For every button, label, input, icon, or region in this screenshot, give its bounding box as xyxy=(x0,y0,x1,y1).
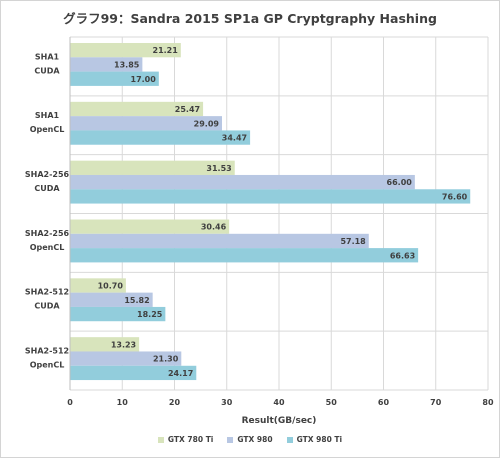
legend-item: GTX 980 Ti xyxy=(286,435,343,444)
data-label: 17.00 xyxy=(131,75,157,84)
bar xyxy=(70,292,153,307)
legend-item: GTX 980 xyxy=(227,435,273,444)
data-label: 66.00 xyxy=(387,178,413,187)
category-label: SHA2-256 xyxy=(25,170,70,179)
legend-label: GTX 980 Ti xyxy=(296,435,343,444)
data-label: 10.70 xyxy=(98,281,124,290)
x-tick-label: 80 xyxy=(482,398,494,407)
legend-swatch xyxy=(286,436,293,443)
data-label: 21.21 xyxy=(153,46,179,55)
bar xyxy=(70,189,471,204)
data-label: 76.60 xyxy=(442,192,468,201)
data-label: 29.09 xyxy=(194,119,220,128)
x-tick-label: 20 xyxy=(169,398,181,407)
category-label: OpenCL xyxy=(30,361,65,370)
category-label: OpenCL xyxy=(30,243,65,252)
data-label: 13.23 xyxy=(111,340,136,349)
chart-legend: GTX 780 Ti GTX 980 GTX 980 Ti xyxy=(0,435,500,444)
data-label: 34.47 xyxy=(222,134,247,143)
bar xyxy=(70,365,197,381)
legend-label: GTX 780 Ti xyxy=(167,435,214,444)
bar xyxy=(70,351,182,366)
category-label: SHA1 xyxy=(35,52,60,61)
x-tick-label: 0 xyxy=(67,398,73,407)
bar xyxy=(70,130,251,145)
category-label: OpenCL xyxy=(30,125,65,134)
category-label: SHA2-512 xyxy=(25,347,69,356)
data-label: 66.63 xyxy=(390,251,415,260)
x-tick-label: 50 xyxy=(326,398,338,407)
bar xyxy=(70,174,415,190)
data-label: 24.17 xyxy=(168,369,193,378)
x-tick-label: 70 xyxy=(430,398,442,407)
data-label: 15.82 xyxy=(124,296,149,305)
bar xyxy=(70,101,204,117)
data-label: 21.30 xyxy=(153,355,179,364)
legend-swatch xyxy=(157,436,164,443)
x-tick-label: 60 xyxy=(378,398,390,407)
bar xyxy=(70,337,140,352)
category-label: CUDA xyxy=(34,66,60,75)
category-label: CUDA xyxy=(34,302,60,311)
x-axis-title: Result(GB/sec) xyxy=(242,416,317,426)
category-label: SHA2-256 xyxy=(25,229,70,238)
data-label: 18.25 xyxy=(137,310,163,319)
x-tick-label: 40 xyxy=(273,398,285,407)
bar xyxy=(70,43,181,58)
chart-title: グラフ99：Sandra 2015 SP1a GP Cryptgraphy Ha… xyxy=(63,11,437,26)
data-label: 13.85 xyxy=(114,60,140,69)
category-label: SHA2-512 xyxy=(25,288,69,297)
legend-label: GTX 980 xyxy=(237,435,273,444)
data-label: 31.53 xyxy=(206,164,231,173)
bar xyxy=(70,278,126,293)
legend-item: GTX 780 Ti xyxy=(157,435,214,444)
bar xyxy=(70,57,143,72)
x-tick-label: 30 xyxy=(221,398,233,407)
category-label: CUDA xyxy=(34,184,60,193)
bar xyxy=(70,160,235,175)
legend-swatch xyxy=(227,436,234,443)
bar xyxy=(70,306,166,322)
bar xyxy=(70,116,222,131)
bar xyxy=(70,219,230,234)
bar xyxy=(70,233,369,249)
category-label: SHA1 xyxy=(35,111,60,120)
data-label: 25.47 xyxy=(175,105,200,114)
data-label: 30.46 xyxy=(201,223,227,232)
x-tick-label: 10 xyxy=(117,398,129,407)
bar xyxy=(70,71,159,86)
bar xyxy=(70,248,419,263)
data-label: 57.18 xyxy=(340,237,366,246)
